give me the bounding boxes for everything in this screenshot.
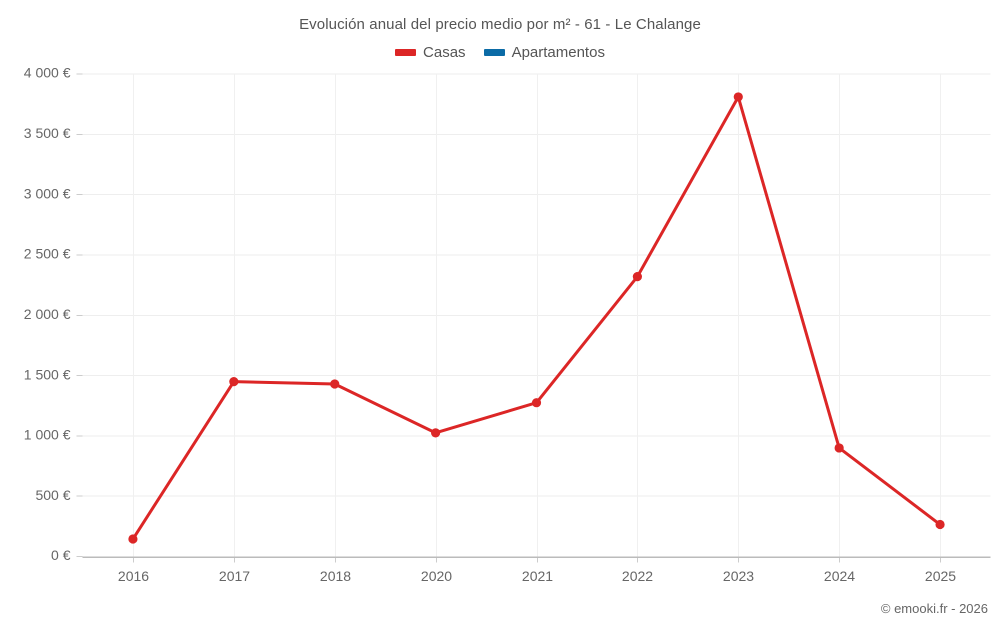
series-line-casas — [131, 95, 942, 541]
legend-label-apartamentos: Apartamentos — [511, 44, 605, 61]
chart-legend: Casas Apartamentos — [0, 44, 1000, 61]
x-tick-label: 2022 — [622, 568, 653, 584]
legend-label-casas: Casas — [423, 44, 466, 61]
data-point-casas-2017[interactable] — [229, 376, 239, 387]
x-tick-label: 2020 — [421, 568, 452, 584]
legend-swatch-casas — [395, 49, 417, 56]
data-point-casas-2018[interactable] — [330, 379, 340, 389]
copyright-credit: © emooki.fr - 2026 — [880, 601, 988, 616]
x-tick-label: 2016 — [118, 568, 149, 584]
legend-swatch-apartamentos — [483, 49, 505, 56]
x-tick-label: 2021 — [522, 568, 553, 584]
x-tick-label: 2025 — [925, 568, 956, 584]
data-point-casas-2023[interactable] — [733, 92, 743, 102]
data-point-casas-2025[interactable] — [935, 519, 945, 530]
y-tick-label: 1 500 € — [24, 366, 71, 382]
y-tick-label: 500 € — [35, 487, 70, 503]
y-tick-label: 2 500 € — [24, 246, 71, 262]
chart-title: Evolución anual del precio medio por m² … — [299, 16, 701, 33]
y-tick-label: 3 500 € — [24, 125, 71, 141]
y-tick-label: 4 000 € — [24, 65, 71, 81]
legend-item-casas[interactable]: Casas — [395, 44, 466, 61]
data-point-casas-2021[interactable] — [531, 398, 542, 408]
y-tick-label: 0 € — [51, 547, 71, 563]
x-tick-label: 2017 — [219, 568, 250, 584]
data-point-casas-2020[interactable] — [431, 428, 441, 438]
x-tick-label: 2018 — [320, 568, 351, 584]
y-tick-label: 3 000 € — [24, 185, 71, 201]
data-point-casas-2022[interactable] — [632, 272, 642, 282]
y-tick-label: 2 000 € — [24, 306, 71, 322]
data-point-casas-2016[interactable] — [128, 534, 138, 544]
data-point-casas-2024[interactable] — [834, 443, 844, 453]
legend-item-apartamentos[interactable]: Apartamentos — [483, 44, 605, 61]
x-tick-label: 2023 — [723, 568, 754, 584]
x-tick-label: 2024 — [824, 568, 855, 584]
y-tick-label: 1 000 € — [24, 427, 71, 443]
